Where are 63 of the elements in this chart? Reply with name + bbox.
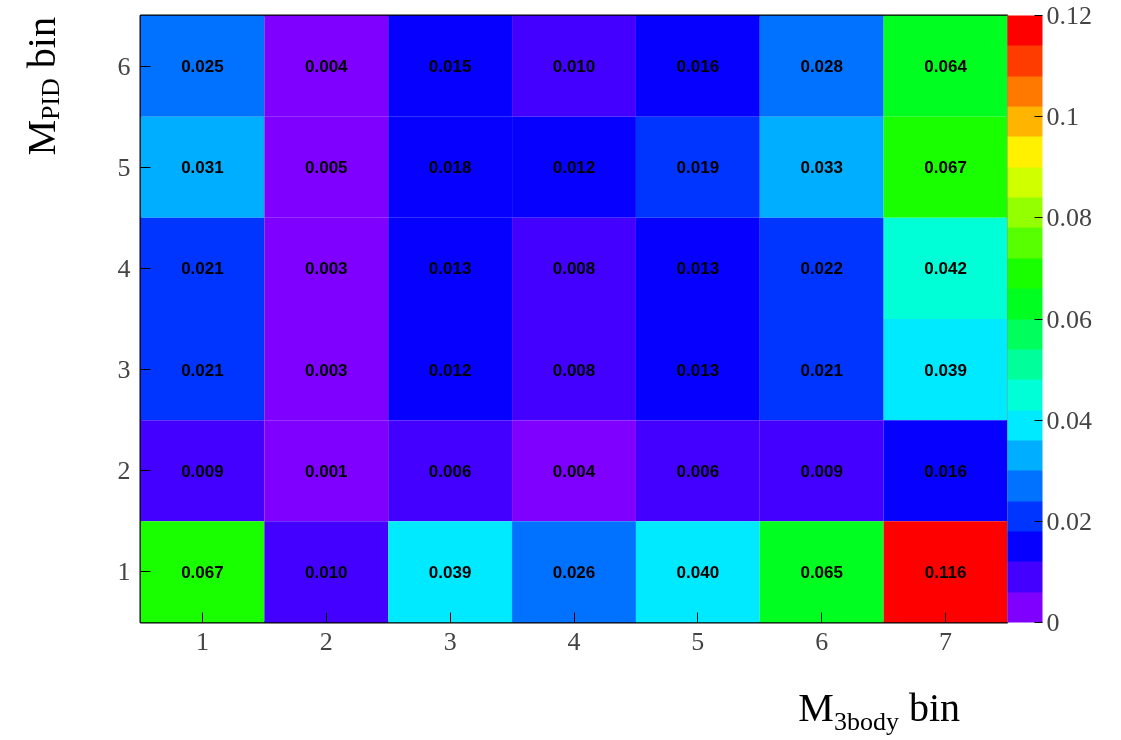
data-label: 0.010 (552, 57, 596, 77)
data-label: 0.065 (800, 562, 843, 582)
data-label: 0.067 (924, 158, 967, 178)
data-label: 0.016 (924, 461, 967, 481)
x-tick-label: 2 (319, 626, 333, 656)
data-label: 0.001 (305, 461, 348, 481)
data-label: 0.016 (676, 57, 720, 77)
data-label: 0.067 (181, 562, 224, 582)
data-label: 0.021 (181, 360, 224, 380)
x-tick-label: 1 (195, 626, 209, 656)
data-label: 0.018 (428, 158, 472, 178)
data-label: 0.009 (800, 461, 843, 481)
data-label: 0.042 (924, 259, 967, 279)
x-tick-label: 3 (443, 626, 457, 656)
color-bar-label: 0 (1046, 608, 1060, 637)
data-label: 0.003 (305, 360, 348, 380)
y-tick-label: 1 (117, 557, 131, 587)
data-label: 0.004 (552, 461, 596, 481)
data-label: 0.013 (676, 259, 720, 279)
data-label: 0.010 (305, 562, 348, 582)
x-axis-title: M$_{3body}$ bin (798, 684, 960, 738)
data-label: 0.003 (305, 259, 348, 279)
data-label: 0.012 (552, 158, 596, 178)
color-bar-label: 0.08 (1046, 203, 1092, 233)
data-label: 0.021 (800, 360, 843, 380)
y-tick-label: 6 (117, 51, 131, 81)
x-tick-label: 4 (567, 626, 581, 656)
color-bar-label: 0.04 (1046, 405, 1092, 435)
data-label: 0.013 (676, 360, 720, 380)
x-tick-label: 5 (691, 626, 705, 656)
data-label: 0.019 (676, 158, 720, 178)
x-tick-label: 7 (939, 626, 953, 656)
data-label: 0.004 (305, 57, 349, 77)
data-label: 0.008 (552, 259, 596, 279)
y-tick-label: 2 (117, 456, 131, 486)
data-label: 0.033 (800, 158, 843, 178)
data-label: 0.039 (924, 360, 967, 380)
data-label: 0.116 (924, 562, 967, 582)
color-bar-label: 0.12 (1046, 1, 1092, 30)
data-label: 0.015 (428, 57, 472, 77)
color-bar-label: 0.02 (1046, 506, 1092, 536)
y-tick-label: 5 (117, 152, 131, 182)
x-tick-label: 6 (815, 626, 829, 656)
data-label: 0.008 (552, 360, 596, 380)
data-label: 0.006 (676, 461, 720, 481)
data-label: 0.031 (181, 158, 224, 178)
data-label: 0.026 (552, 562, 596, 582)
data-label: 0.064 (924, 57, 968, 77)
color-bar-label: 0.1 (1046, 102, 1079, 132)
data-label: 0.005 (305, 158, 348, 178)
data-label: 0.039 (428, 562, 472, 582)
data-label: 0.025 (181, 57, 224, 77)
data-label: 0.021 (181, 259, 224, 279)
data-label: 0.028 (800, 57, 843, 77)
data-label: 0.006 (428, 461, 472, 481)
data-label: 0.013 (428, 259, 472, 279)
data-label: 0.022 (800, 259, 843, 279)
data-label: 0.009 (181, 461, 224, 481)
color-bar-label: 0.06 (1046, 304, 1092, 334)
data-label: 0.012 (428, 360, 472, 380)
y-tick-label: 4 (117, 253, 131, 283)
data-label: 0.040 (676, 562, 720, 582)
y-tick-label: 3 (117, 355, 131, 385)
